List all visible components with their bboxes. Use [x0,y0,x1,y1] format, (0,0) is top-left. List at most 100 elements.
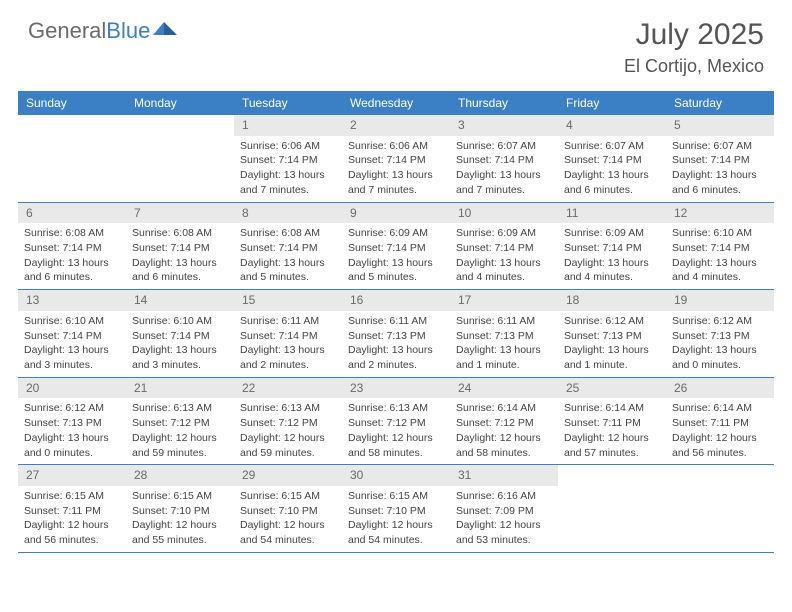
dow-cell: Thursday [450,92,558,115]
day-cell: 13Sunrise: 6:10 AMSunset: 7:14 PMDayligh… [18,290,126,377]
day-body: Sunrise: 6:11 AMSunset: 7:13 PMDaylight:… [342,311,450,377]
day-cell: 19Sunrise: 6:12 AMSunset: 7:13 PMDayligh… [666,290,774,377]
day-body: Sunrise: 6:14 AMSunset: 7:12 PMDaylight:… [450,398,558,464]
day-cell: 25Sunrise: 6:14 AMSunset: 7:11 PMDayligh… [558,378,666,465]
daylight-line: Daylight: 13 hours and 1 minute. [564,343,660,372]
logo-text-b: Blue [106,18,150,43]
logo-text: GeneralBlue [28,18,150,44]
sunset-line: Sunset: 7:14 PM [132,329,228,344]
sunrise-line: Sunrise: 6:15 AM [132,489,228,504]
daylight-line: Daylight: 13 hours and 6 minutes. [132,256,228,285]
day-number: 14 [126,290,234,311]
day-cell: 14Sunrise: 6:10 AMSunset: 7:14 PMDayligh… [126,290,234,377]
day-body: Sunrise: 6:14 AMSunset: 7:11 PMDaylight:… [666,398,774,464]
day-body: Sunrise: 6:09 AMSunset: 7:14 PMDaylight:… [558,223,666,289]
day-cell: 12Sunrise: 6:10 AMSunset: 7:14 PMDayligh… [666,203,774,290]
day-cell: 21Sunrise: 6:13 AMSunset: 7:12 PMDayligh… [126,378,234,465]
dow-cell: Monday [126,92,234,115]
day-body: Sunrise: 6:12 AMSunset: 7:13 PMDaylight:… [666,311,774,377]
header: GeneralBlue July 2025 El Cortijo, Mexico [0,0,792,85]
daylight-line: Daylight: 13 hours and 7 minutes. [456,168,552,197]
day-cell: 24Sunrise: 6:14 AMSunset: 7:12 PMDayligh… [450,378,558,465]
day-number: 9 [342,203,450,224]
sunset-line: Sunset: 7:14 PM [240,241,336,256]
day-cell: 1Sunrise: 6:06 AMSunset: 7:14 PMDaylight… [234,115,342,202]
sunset-line: Sunset: 7:12 PM [456,416,552,431]
day-number: 27 [18,465,126,486]
sunrise-line: Sunrise: 6:08 AM [132,226,228,241]
daylight-line: Daylight: 12 hours and 53 minutes. [456,518,552,547]
day-number: 3 [450,115,558,136]
sunrise-line: Sunrise: 6:06 AM [240,139,336,154]
day-number: 2 [342,115,450,136]
day-cell [126,115,234,202]
day-number: 20 [18,378,126,399]
week-row: 20Sunrise: 6:12 AMSunset: 7:13 PMDayligh… [18,378,774,466]
sunset-line: Sunset: 7:10 PM [132,504,228,519]
daylight-line: Daylight: 13 hours and 3 minutes. [24,343,120,372]
week-row: 27Sunrise: 6:15 AMSunset: 7:11 PMDayligh… [18,465,774,553]
sunrise-line: Sunrise: 6:14 AM [672,401,768,416]
day-number: 30 [342,465,450,486]
daylight-line: Daylight: 12 hours and 56 minutes. [672,431,768,460]
day-cell: 2Sunrise: 6:06 AMSunset: 7:14 PMDaylight… [342,115,450,202]
daylight-line: Daylight: 12 hours and 59 minutes. [240,431,336,460]
day-number: 23 [342,378,450,399]
day-number: 29 [234,465,342,486]
day-number: 8 [234,203,342,224]
day-cell: 23Sunrise: 6:13 AMSunset: 7:12 PMDayligh… [342,378,450,465]
sunset-line: Sunset: 7:10 PM [240,504,336,519]
day-number: 17 [450,290,558,311]
day-cell: 3Sunrise: 6:07 AMSunset: 7:14 PMDaylight… [450,115,558,202]
day-cell: 26Sunrise: 6:14 AMSunset: 7:11 PMDayligh… [666,378,774,465]
sunrise-line: Sunrise: 6:16 AM [456,489,552,504]
day-body: Sunrise: 6:15 AMSunset: 7:10 PMDaylight:… [342,486,450,552]
day-cell: 28 Sunrise: 6:15 AMSunset: 7:10 PMDayligh… [126,465,234,552]
week-row: 13Sunrise: 6:10 AMSunset: 7:14 PMDayligh… [18,290,774,378]
sunrise-line: Sunrise: 6:14 AM [456,401,552,416]
sunset-line: Sunset: 7:14 PM [348,241,444,256]
day-cell: 27Sunrise: 6:15 AMSunset: 7:11 PMDayligh… [18,465,126,552]
sunset-line: Sunset: 7:14 PM [240,329,336,344]
day-number: 28 [126,465,234,486]
day-cell: 9Sunrise: 6:09 AMSunset: 7:14 PMDaylight… [342,203,450,290]
daylight-line: Daylight: 12 hours and 55 minutes. [132,518,228,547]
logo-text-a: General [28,18,106,43]
sunrise-line: Sunrise: 6:10 AM [672,226,768,241]
sunrise-line: Sunrise: 6:13 AM [132,401,228,416]
week-row: 1Sunrise: 6:06 AMSunset: 7:14 PMDaylight… [18,115,774,203]
day-cell: 10Sunrise: 6:09 AMSunset: 7:14 PMDayligh… [450,203,558,290]
day-number: 10 [450,203,558,224]
day-body: Sunrise: 6:08 AMSunset: 7:14 PMDaylight:… [234,223,342,289]
day-number: 25 [558,378,666,399]
daylight-line: Daylight: 12 hours and 56 minutes. [24,518,120,547]
day-body: Sunrise: 6:15 AMSunset: 7:10 PMDaylight:… [234,486,342,552]
week-row: 6Sunrise: 6:08 AMSunset: 7:14 PMDaylight… [18,203,774,291]
dow-cell: Sunday [18,92,126,115]
day-body: Sunrise: 6:07 AMSunset: 7:14 PMDaylight:… [666,136,774,202]
daylight-line: Daylight: 13 hours and 4 minutes. [564,256,660,285]
day-body: Sunrise: 6:11 AMSunset: 7:14 PMDaylight:… [234,311,342,377]
daylight-line: Daylight: 13 hours and 6 minutes. [24,256,120,285]
sunset-line: Sunset: 7:14 PM [24,241,120,256]
day-body: Sunrise: 6:08 AMSunset: 7:14 PMDaylight:… [18,223,126,289]
sunrise-line: Sunrise: 6:11 AM [240,314,336,329]
day-body: Sunrise: 6:13 AMSunset: 7:12 PMDaylight:… [126,398,234,464]
sunset-line: Sunset: 7:14 PM [564,153,660,168]
day-number: 22 [234,378,342,399]
location: El Cortijo, Mexico [624,56,764,77]
daylight-line: Daylight: 12 hours and 58 minutes. [456,431,552,460]
sunrise-line: Sunrise: 6:06 AM [348,139,444,154]
day-number: 1 [234,115,342,136]
day-body: Sunrise: 6:07 AMSunset: 7:14 PMDaylight:… [450,136,558,202]
day-body: Sunrise: 6:10 AMSunset: 7:14 PMDaylight:… [666,223,774,289]
sunset-line: Sunset: 7:11 PM [672,416,768,431]
day-cell [18,115,126,202]
day-number: 7 [126,203,234,224]
day-body: Sunrise: 6:06 AMSunset: 7:14 PMDaylight:… [234,136,342,202]
sunset-line: Sunset: 7:14 PM [564,241,660,256]
day-number: 6 [18,203,126,224]
sunset-line: Sunset: 7:13 PM [348,329,444,344]
day-cell [558,465,666,552]
logo: GeneralBlue [28,18,179,44]
